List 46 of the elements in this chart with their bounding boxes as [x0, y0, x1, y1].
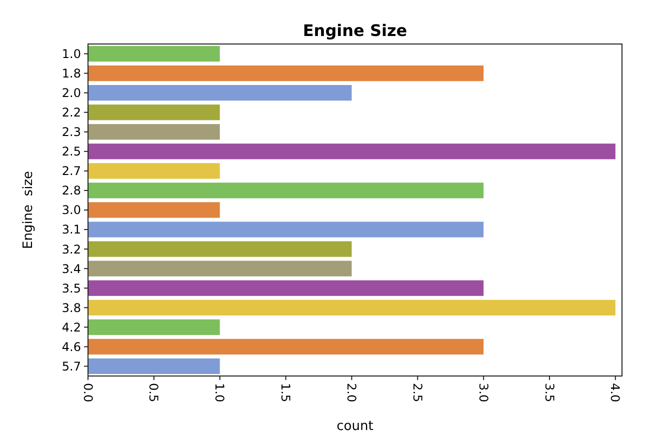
bar	[88, 260, 352, 276]
y-tick-label: 4.2	[62, 320, 81, 334]
y-tick-label: 1.0	[62, 46, 81, 61]
bar	[88, 338, 484, 355]
bar	[88, 65, 484, 82]
y-tick-label: 3.4	[62, 262, 81, 276]
y-tick-label: 3.8	[62, 300, 81, 315]
x-tick-label: 4.0	[608, 383, 622, 402]
x-tick-label: 1.5	[278, 383, 293, 402]
x-axis-title: count	[336, 419, 374, 434]
y-axis-title: Engine size	[21, 170, 36, 250]
bar	[88, 319, 220, 335]
bar	[88, 163, 220, 179]
y-tick-label: 2.7	[62, 164, 81, 178]
x-tick-label: 2.0	[344, 383, 359, 402]
y-tick-label: 3.5	[62, 281, 81, 296]
y-tick-label: 3.1	[62, 222, 81, 237]
chart-title: Engine Size	[302, 21, 408, 40]
bar	[88, 300, 616, 316]
bar	[88, 202, 220, 218]
bar	[88, 46, 220, 62]
bar	[88, 182, 484, 198]
x-tick-label: 3.0	[476, 383, 490, 402]
x-tick-label: 2.5	[410, 383, 424, 402]
x-tick-label: 0.0	[80, 383, 95, 402]
y-tick-label: 5.7	[62, 359, 81, 374]
y-tick-label: 2.2	[62, 106, 81, 120]
bar	[88, 280, 484, 296]
bar	[88, 241, 352, 257]
y-tick-label: 3.2	[62, 242, 81, 256]
y-tick-label: 4.6	[62, 340, 81, 354]
y-tick-label: 2.0	[62, 86, 81, 100]
y-tick-label: 1.8	[62, 66, 81, 80]
x-tick-label: 0.5	[146, 383, 161, 402]
bar	[88, 222, 484, 238]
y-tick-label: 2.8	[62, 184, 81, 198]
y-tick-label: 2.3	[62, 125, 81, 140]
bar	[88, 124, 220, 140]
bar	[88, 358, 220, 374]
bar	[88, 85, 352, 101]
bar	[88, 104, 220, 120]
x-tick-label: 1.0	[212, 383, 227, 402]
y-tick-label: 3.0	[62, 203, 81, 218]
bar	[88, 144, 616, 160]
y-tick-label: 2.5	[62, 144, 81, 159]
x-tick-label: 3.5	[542, 383, 556, 402]
